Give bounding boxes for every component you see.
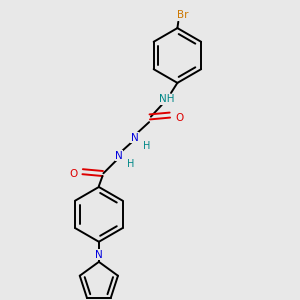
Text: N: N [115, 151, 123, 161]
Text: H: H [143, 141, 150, 151]
Text: NH: NH [159, 94, 174, 104]
Text: O: O [175, 112, 183, 123]
Text: Br: Br [177, 10, 189, 20]
Text: H: H [127, 159, 134, 169]
Text: N: N [130, 133, 138, 143]
Text: O: O [69, 169, 77, 179]
Text: N: N [95, 250, 103, 260]
